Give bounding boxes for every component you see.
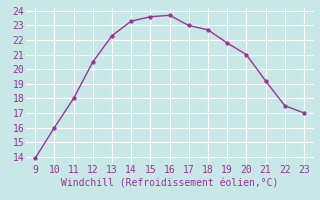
- X-axis label: Windchill (Refroidissement éolien,°C): Windchill (Refroidissement éolien,°C): [61, 178, 278, 188]
